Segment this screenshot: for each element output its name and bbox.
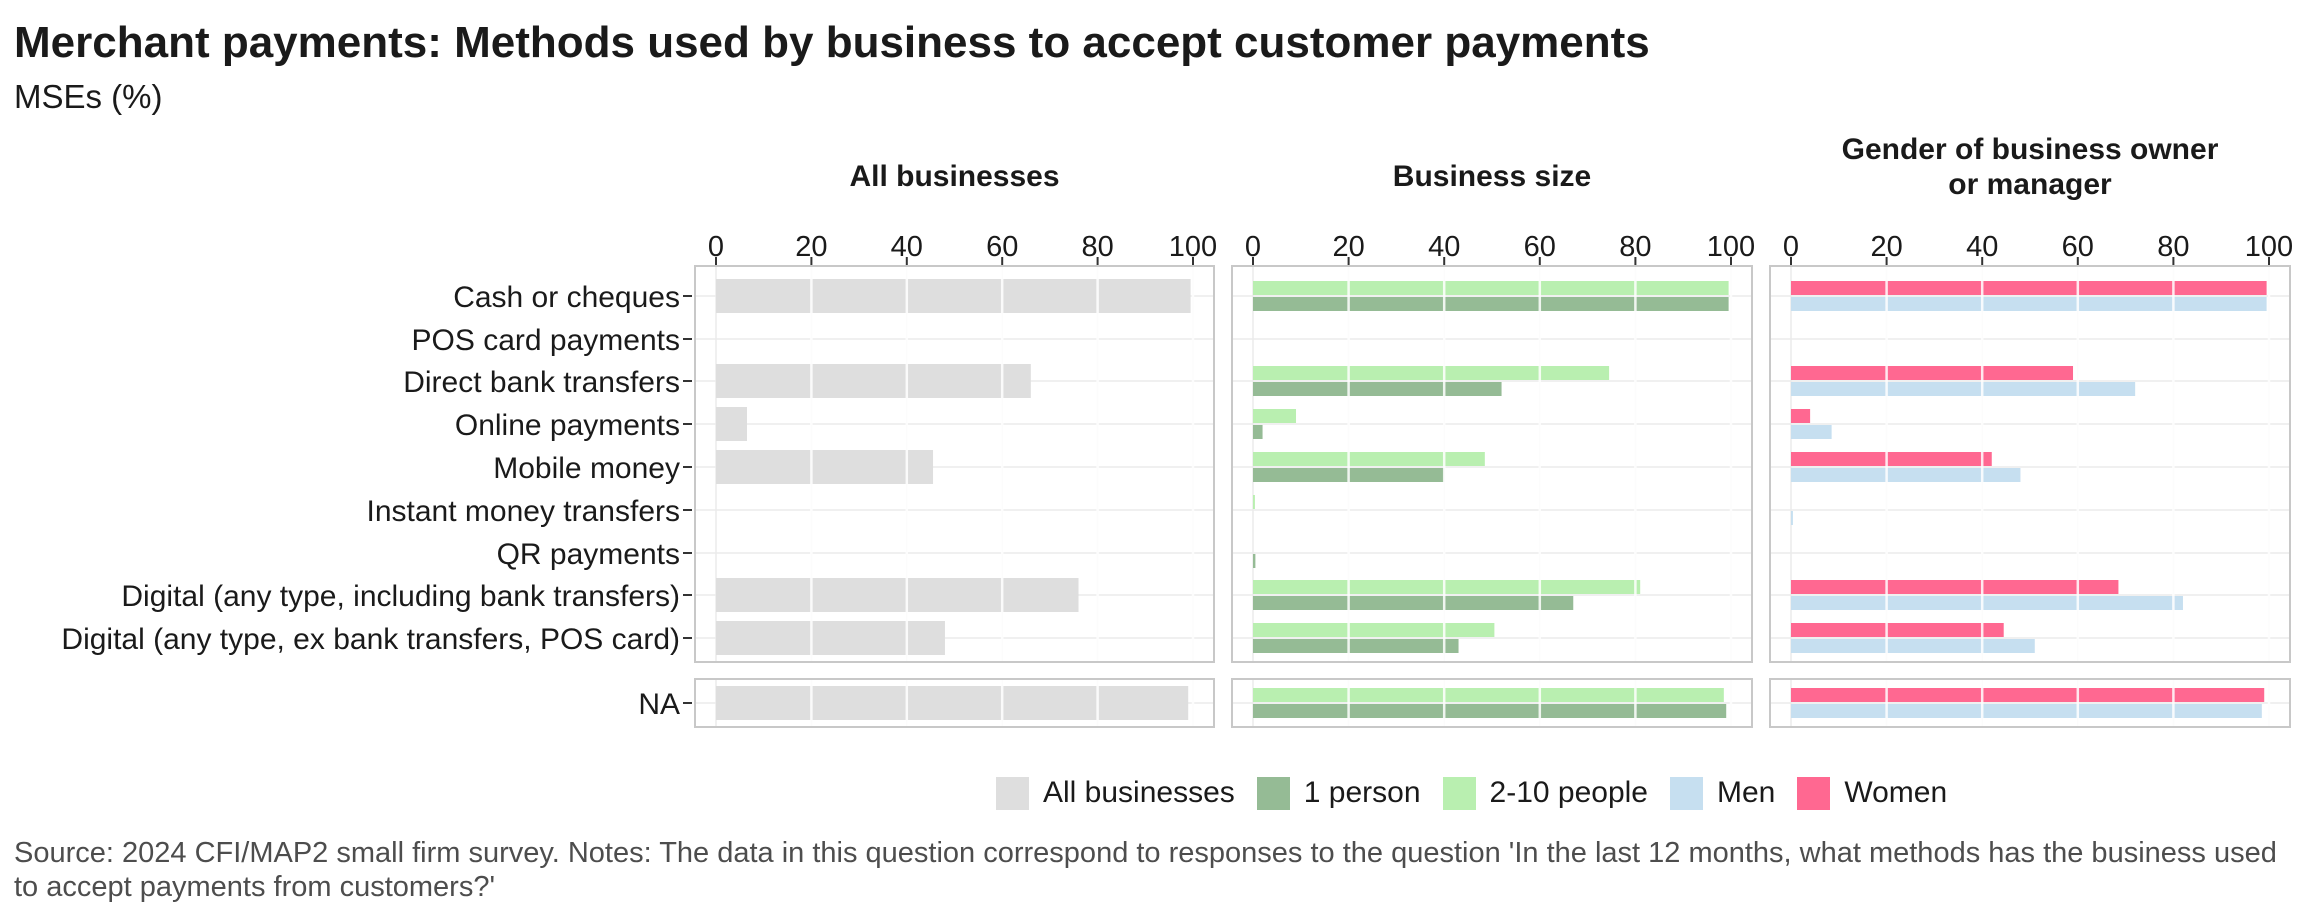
legend-key bbox=[1442, 776, 1476, 810]
legend-key bbox=[996, 776, 1029, 810]
legend-label: Women bbox=[1844, 776, 1948, 809]
bar bbox=[1253, 495, 1255, 509]
panel-border bbox=[1769, 678, 2291, 728]
legend-label: 1 person bbox=[1303, 776, 1421, 809]
legend-label: All businesses bbox=[1043, 776, 1235, 809]
x-tick-label: 0 bbox=[1245, 231, 1261, 263]
panel-border bbox=[1231, 265, 1753, 663]
legend: All businesses 1 person 2-10 people Men Wome… bbox=[996, 773, 1969, 813]
bar bbox=[1253, 366, 1610, 380]
category-label: NA bbox=[638, 688, 680, 721]
source-note: Source: 2024 CFI/MAP2 small firm survey.… bbox=[14, 837, 2277, 903]
legend-label: Men bbox=[1716, 776, 1776, 809]
bar bbox=[1253, 580, 1641, 594]
bar bbox=[716, 279, 1191, 313]
category-label: Instant money transfers bbox=[367, 495, 680, 528]
category-label: QR payments bbox=[497, 538, 680, 571]
bar bbox=[1253, 554, 1256, 568]
bar bbox=[1253, 704, 1727, 718]
bar bbox=[1791, 409, 1811, 423]
panel-title: Gender of business owner bbox=[1842, 133, 2219, 166]
bar bbox=[1791, 688, 2265, 702]
legend-item: Men bbox=[1669, 776, 1776, 810]
legend-label: 2-10 people bbox=[1489, 776, 1648, 809]
bar bbox=[1791, 425, 1832, 439]
x-tick-label: 0 bbox=[1783, 231, 1799, 263]
category-label: Cash or cheques bbox=[453, 281, 680, 314]
category-label: Direct bank transfers bbox=[403, 366, 680, 399]
bar bbox=[1791, 382, 2136, 396]
bar bbox=[1253, 452, 1485, 466]
bar bbox=[1253, 281, 1729, 295]
bar bbox=[1791, 596, 2183, 610]
bar bbox=[1791, 639, 2035, 653]
bar bbox=[1253, 688, 1724, 702]
panel-title: All businesses bbox=[849, 160, 1059, 193]
legend-item: All businesses bbox=[996, 776, 1235, 810]
panel-border bbox=[694, 265, 1215, 663]
bar bbox=[1253, 425, 1263, 439]
bar bbox=[1791, 468, 2021, 482]
bar bbox=[1253, 382, 1502, 396]
bar bbox=[1253, 623, 1495, 637]
bar bbox=[1791, 511, 1793, 525]
chart-title: Merchant payments: Methods used by busin… bbox=[14, 18, 1650, 67]
bar bbox=[716, 450, 934, 484]
chart-subtitle: MSEs (%) bbox=[14, 78, 163, 115]
legend-item: Women bbox=[1797, 776, 1947, 810]
bar bbox=[1791, 297, 2267, 311]
bar bbox=[716, 407, 748, 441]
category-label: Digital (any type, ex bank transfers, PO… bbox=[61, 623, 680, 656]
bar bbox=[1253, 297, 1729, 311]
bar bbox=[1791, 623, 2004, 637]
legend-item: 2-10 people bbox=[1442, 776, 1648, 810]
bar bbox=[1791, 580, 2119, 594]
x-tick-label: 0 bbox=[708, 231, 724, 263]
panel-border bbox=[1231, 678, 1753, 728]
bar bbox=[1253, 596, 1574, 610]
panel-border bbox=[1769, 265, 2291, 663]
category-label: POS card payments bbox=[412, 324, 680, 357]
bar bbox=[1791, 704, 2262, 718]
bar bbox=[1791, 366, 2074, 380]
bar bbox=[716, 364, 1031, 398]
bar bbox=[1253, 639, 1459, 653]
bar bbox=[716, 578, 1079, 612]
category-label: Digital (any type, including bank transf… bbox=[121, 580, 680, 613]
category-label: Online payments bbox=[455, 409, 680, 442]
legend-key bbox=[1797, 776, 1831, 810]
legend-item: 1 person bbox=[1256, 776, 1421, 810]
bar bbox=[1791, 452, 1992, 466]
bar bbox=[716, 621, 945, 655]
bar bbox=[1253, 409, 1297, 423]
panel-title: or manager bbox=[1948, 168, 2112, 201]
category-label: Mobile money bbox=[493, 452, 680, 485]
legend-key bbox=[1669, 776, 1703, 810]
bar bbox=[1791, 281, 2267, 295]
panel-title: Business size bbox=[1393, 160, 1591, 193]
panel-border bbox=[694, 678, 1215, 728]
legend-key bbox=[1256, 776, 1290, 810]
bar bbox=[716, 686, 1189, 720]
